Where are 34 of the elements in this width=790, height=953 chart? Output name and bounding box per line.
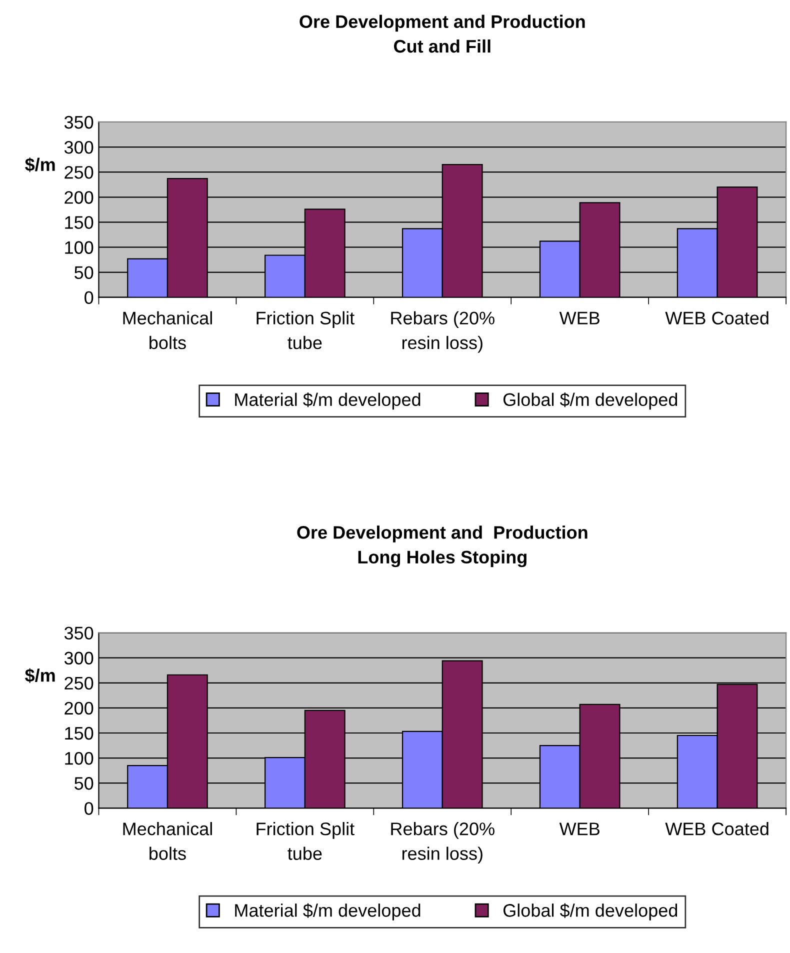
y-tick-label: 350 — [64, 626, 94, 640]
y-tick-label: 50 — [74, 266, 94, 280]
y-tick-label: 150 — [65, 726, 94, 740]
y-tick-label: 0 — [84, 802, 94, 815]
y-tick-label: 250 — [64, 676, 94, 690]
x-tick-label: WEB — [559, 822, 600, 836]
x-tick-label: Rebars (20% resin loss) — [391, 822, 494, 864]
y-axis-title: $/m — [25, 157, 55, 172]
chart-title: Ore Development and Production Long Holes Stoping — [297, 526, 588, 568]
y-tick-label: 300 — [64, 652, 94, 665]
y-tick-label: 100 — [65, 752, 94, 765]
legend-label: Material $/m developed — [235, 903, 420, 920]
x-tick-label: Mechanical bolts — [123, 311, 212, 350]
y-axis-title: $/m — [25, 668, 55, 683]
x-tick-label: Friction Split tube — [256, 822, 354, 860]
y-tick-label: 0 — [84, 291, 94, 304]
y-tick-label: 200 — [64, 702, 94, 715]
legend-label: Material $/m developed — [235, 392, 420, 410]
y-tick-label: 300 — [64, 140, 94, 154]
y-tick-label: 200 — [64, 191, 94, 204]
y-tick-label: 150 — [65, 216, 94, 229]
x-tick-label: WEB — [559, 312, 600, 324]
x-tick-label: WEB Coated — [665, 311, 768, 324]
chart-title: Ore Development and Production Cut and Fill — [300, 14, 585, 53]
legend-label: Global $/m developed — [503, 392, 678, 410]
x-tick-label: WEB Coated — [665, 822, 768, 836]
legend-label: Global $/m developed — [503, 903, 678, 920]
y-tick-label: 100 — [65, 241, 94, 254]
y-tick-label: 50 — [74, 777, 94, 790]
x-tick-label: Rebars (20% resin loss) — [391, 311, 494, 353]
y-tick-label: 350 — [64, 116, 94, 129]
x-tick-label: Mechanical bolts — [123, 822, 212, 860]
x-tick-label: Friction Split tube — [256, 311, 354, 350]
y-tick-label: 250 — [64, 166, 94, 179]
